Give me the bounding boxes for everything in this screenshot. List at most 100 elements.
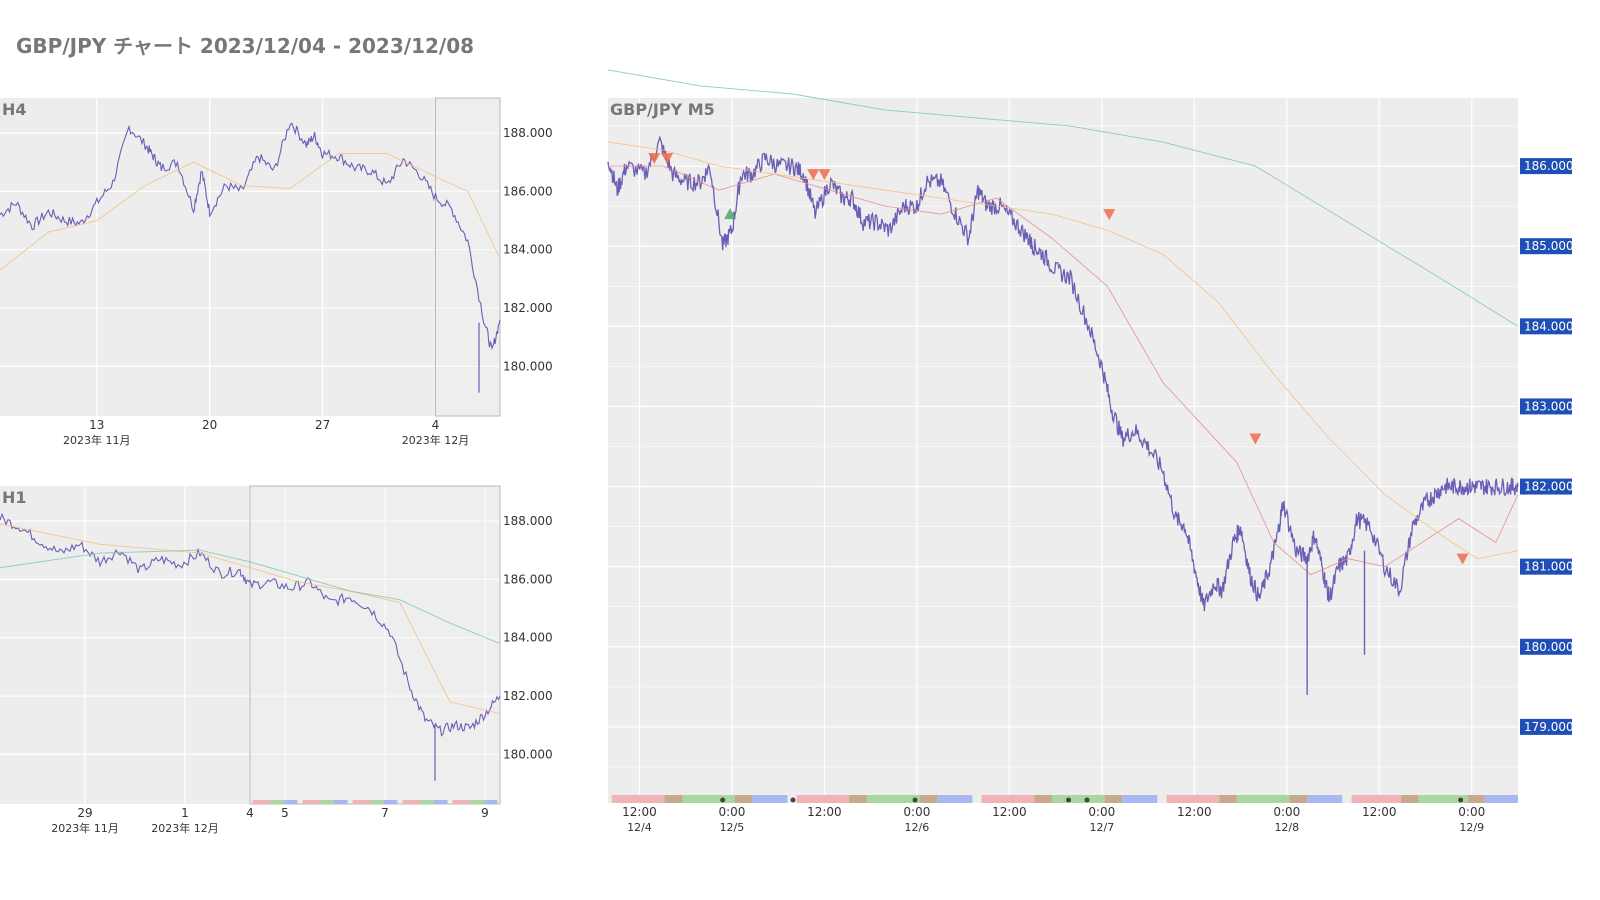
- session-marker-dot: [912, 797, 918, 803]
- signal-buy-marker: [724, 208, 737, 220]
- session-bar-segment: [681, 795, 735, 803]
- plot-background: [0, 98, 500, 416]
- y-tick-label: 184.000: [503, 243, 553, 257]
- y-tick-label: 184.000: [503, 631, 553, 645]
- session-marker-dot: [1458, 797, 1464, 803]
- session-bar-segment: [484, 800, 498, 804]
- session-bar-segment: [302, 800, 321, 804]
- session-bar-segment: [1034, 795, 1052, 803]
- session-bar-segment: [352, 800, 371, 804]
- session-bar-segment: [752, 795, 788, 803]
- signal-sell-marker: [1103, 209, 1116, 221]
- x-tick-sublabel: 2023年 12月: [151, 821, 219, 835]
- x-tick-sublabel: 12/7: [1089, 821, 1114, 834]
- session-bar-segment: [796, 795, 850, 803]
- x-tick-label: 0:00: [1273, 805, 1300, 819]
- session-bar-segment: [734, 795, 753, 803]
- x-tick-label: 0:00: [903, 805, 930, 819]
- panel-title: H1: [2, 488, 27, 507]
- session-bar-segment: [1051, 795, 1105, 803]
- y-tick-label: 186.000: [503, 184, 553, 198]
- x-tick-label: 1: [181, 806, 189, 820]
- signal-sell-marker: [1249, 433, 1262, 445]
- panel-title: H4: [2, 100, 27, 119]
- y-tick-label: 180.000: [503, 747, 553, 761]
- highlight-window: [434, 97, 501, 417]
- x-tick-sublabel: 12/4: [627, 821, 652, 834]
- session-bar-segment: [1104, 795, 1123, 803]
- session-bar-segment: [866, 795, 920, 803]
- y-tick-label: 180.000: [1524, 640, 1574, 654]
- price-tag: [1520, 718, 1572, 735]
- chart-panel-h4: 188.000186.000184.000182.000180.00013202…: [0, 97, 553, 447]
- session-bar-segment: [1351, 795, 1402, 803]
- y-tick-label: 185.000: [1524, 239, 1574, 253]
- session-bar-segment: [270, 800, 284, 804]
- session-bar-segment: [470, 800, 484, 804]
- y-tick-label: 182.000: [503, 301, 553, 315]
- session-bar-segment: [849, 795, 867, 803]
- session-bar-segment: [981, 795, 1035, 803]
- y-tick-label: 180.000: [503, 359, 553, 373]
- y-tick-label: 188.000: [503, 126, 553, 140]
- session-marker-dot: [1084, 797, 1090, 803]
- session-bar-segment: [402, 800, 421, 804]
- signal-sell-marker: [1456, 553, 1469, 565]
- session-bar-segment: [1307, 795, 1343, 803]
- x-tick-label: 12:00: [622, 805, 657, 819]
- y-tick-label: 184.000: [1524, 319, 1574, 333]
- ma-long-series-line: [0, 549, 501, 644]
- price-tag: [1520, 638, 1572, 655]
- signal-sell-marker: [818, 169, 831, 181]
- x-tick-label: 7: [381, 806, 389, 820]
- ma-long-series-line: [607, 69, 1519, 327]
- session-marker-dot: [790, 797, 796, 803]
- x-tick-label: 0:00: [1458, 805, 1485, 819]
- page-title: GBP/JPY チャート 2023/12/04 - 2023/12/08: [16, 34, 475, 58]
- ma-mid-series-line: [607, 141, 1519, 560]
- session-bar-segment: [284, 800, 298, 804]
- session-bar-segment: [611, 795, 665, 803]
- y-tick-label: 183.000: [1524, 399, 1574, 413]
- x-tick-sublabel: 2023年 11月: [51, 821, 119, 835]
- plot-background: [608, 98, 1518, 803]
- y-tick-label: 186.000: [1524, 159, 1574, 173]
- session-bar-segment: [1418, 795, 1469, 803]
- session-bar-segment: [320, 800, 334, 804]
- price-tag: [1520, 158, 1572, 175]
- y-tick-label: 182.000: [1524, 480, 1574, 494]
- y-tick-label: 186.000: [503, 572, 553, 586]
- session-bar-segment: [664, 795, 682, 803]
- y-tick-label: 181.000: [1524, 560, 1574, 574]
- chart-panel-m5: 186.000 185.000 184.000 183.000 182.000 181.0…: [607, 69, 1574, 834]
- session-bar-segment: [334, 800, 348, 804]
- x-tick-sublabel: 12/5: [720, 821, 745, 834]
- session-bar-segment: [1166, 795, 1220, 803]
- panel-title: GBP/JPY M5: [610, 100, 715, 119]
- session-bar-segment: [1289, 795, 1308, 803]
- price-series-line: [0, 512, 501, 737]
- session-bar-segment: [1122, 795, 1158, 803]
- session-bar-segment: [370, 800, 384, 804]
- price-tag: [1520, 478, 1572, 495]
- session-bar-segment: [420, 800, 434, 804]
- ma-mid-series-line: [0, 152, 501, 271]
- price-tag: [1520, 558, 1572, 575]
- x-tick-sublabel: 12/9: [1459, 821, 1484, 834]
- session-bar-segment: [937, 795, 973, 803]
- signal-sell-marker: [648, 153, 661, 165]
- chart-panel-h1: 188.000186.000184.000182.000180.00029202…: [0, 485, 553, 835]
- session-marker-dot: [720, 797, 726, 803]
- x-tick-label: 0:00: [1088, 805, 1115, 819]
- x-tick-label: 20: [202, 418, 217, 432]
- price-series-line: [0, 122, 501, 351]
- x-tick-label: 29: [77, 806, 92, 820]
- session-bar-segment: [1468, 795, 1485, 803]
- price-tag: [1520, 318, 1572, 335]
- y-tick-label: 182.000: [503, 689, 553, 703]
- x-tick-label: 12:00: [807, 805, 842, 819]
- session-bar-segment: [1484, 795, 1518, 803]
- x-tick-sublabel: 12/6: [905, 821, 930, 834]
- x-tick-sublabel: 2023年 11月: [63, 433, 131, 447]
